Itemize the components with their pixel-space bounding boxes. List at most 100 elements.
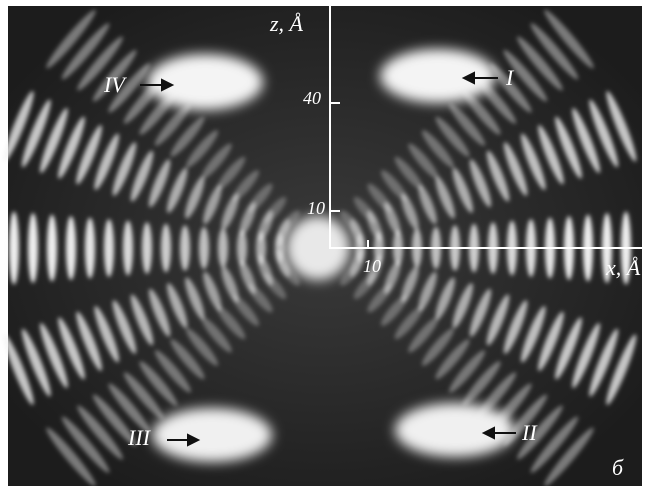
fringe [47,214,57,282]
fringe [92,49,137,102]
fringe [572,107,601,174]
fringe [221,193,239,231]
fringe [555,317,582,380]
fringe [203,184,222,225]
fringe [521,133,546,191]
fringe [340,210,362,235]
fringe [185,277,205,320]
fringe [9,211,19,285]
fringe [435,116,470,157]
fringe [538,125,564,185]
fringe [401,193,419,231]
fringe [166,167,188,213]
fringe [340,261,362,286]
fringe [104,219,114,277]
spot-label: IV [103,72,127,97]
fringe [367,283,393,313]
fringe [452,283,474,329]
fringe [21,328,51,397]
fringe [521,305,546,363]
panel-label: б [612,455,624,480]
fringe [278,261,300,286]
fringe [185,176,205,219]
fringe [232,294,259,326]
fringe [606,334,637,405]
fringe [381,294,408,326]
fringe [247,283,273,313]
spots [147,49,515,462]
fringe [170,116,205,157]
fringe [517,405,563,460]
fringe [421,328,455,366]
fringe [421,130,455,168]
fringe [180,225,190,271]
fringe [544,427,594,487]
fringe [452,167,474,213]
fringe [486,294,510,346]
axes [329,6,642,249]
fringe [367,183,393,213]
arrow-head [461,71,475,85]
fringe [92,394,137,447]
fringe [130,294,154,346]
fringe [58,317,85,380]
fringe [486,150,510,202]
x-tick-label: 10 [363,256,381,276]
fringe [418,271,437,312]
fringe [58,116,85,179]
fringe [216,156,246,191]
fringe [85,217,95,279]
fringe [201,317,232,353]
fringe [199,226,209,270]
fringe [108,383,151,433]
fringe [489,63,532,113]
fringe [3,91,34,162]
fringe [142,222,152,274]
fringe [247,183,273,213]
fringe [46,427,96,487]
fringe [39,322,68,389]
fringe [555,116,582,179]
z-axis-label: z, Å [269,11,304,36]
fringe [3,334,34,405]
fringe [161,223,171,273]
fringe [203,271,222,312]
fringe [503,142,528,196]
fringe [263,196,287,224]
x-axis-label: x, Å [605,255,641,280]
fringe [237,229,247,267]
spot-label: II [521,420,538,445]
fringe [185,328,219,366]
fringe [469,159,492,208]
fringe [148,159,171,208]
fringe [139,361,178,406]
fringe [503,300,528,354]
fringes [3,9,637,487]
fringe [462,90,501,135]
fringe [394,305,424,340]
fringe [218,228,228,268]
fringe [76,125,102,185]
arrow-head [481,426,495,440]
fringe [449,350,486,393]
fringe [130,150,154,202]
fringe [76,311,102,371]
fringe [39,107,68,174]
fringe [530,416,579,473]
fringe [148,288,171,337]
fringe [353,196,377,224]
fringe [77,36,123,91]
fringe [589,328,619,397]
fringe [216,305,246,340]
fringe [435,176,455,219]
fringe [61,416,110,473]
spot-label: I [505,65,515,90]
fringe [166,283,188,329]
fringe [353,272,377,300]
fringe [77,405,123,460]
fringe [112,142,137,196]
fringe [589,99,619,168]
fringe [394,156,424,191]
spot [147,54,263,110]
fringe [221,265,239,303]
